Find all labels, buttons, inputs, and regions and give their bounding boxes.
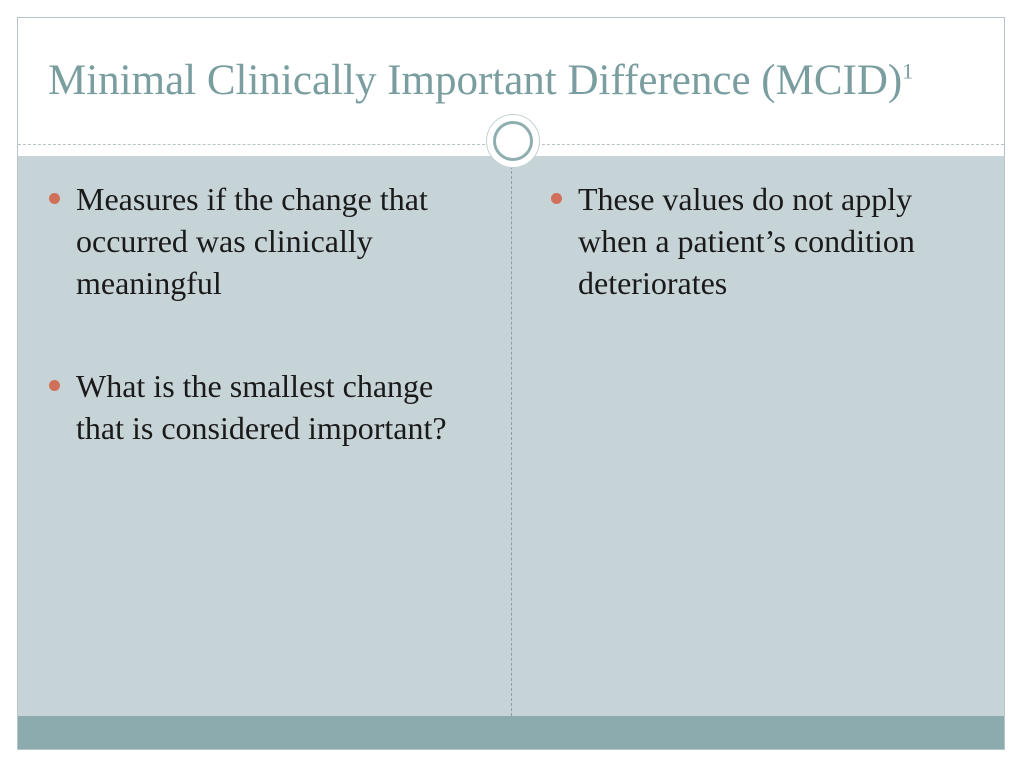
title-footnote-marker: 1 [902,58,914,84]
right-column: These values do not apply when a patient… [548,178,988,365]
column-divider [511,156,512,716]
bullet-item: What is the smallest change that is cons… [46,365,486,449]
bullet-dot-icon [551,193,562,204]
bottom-bar [18,716,1004,749]
bullet-dot-icon [49,380,60,391]
slide: Minimal Clinically Important Difference … [17,17,1005,750]
left-column: Measures if the change that occurred was… [46,178,486,510]
bullet-text: What is the smallest change that is cons… [76,368,447,446]
slide-title-text: Minimal Clinically Important Difference … [48,57,903,104]
bullet-item: These values do not apply when a patient… [548,178,988,304]
bullet-item: Measures if the change that occurred was… [46,178,486,304]
bullet-text: Measures if the change that occurred was… [76,181,428,301]
circle-ornament-ring [493,121,533,161]
content-area: Measures if the change that occurred was… [18,156,1004,716]
slide-title: Minimal Clinically Important Difference … [48,56,913,105]
bullet-text: These values do not apply when a patient… [578,181,915,301]
circle-ornament-icon [486,114,540,168]
bullet-dot-icon [49,193,60,204]
